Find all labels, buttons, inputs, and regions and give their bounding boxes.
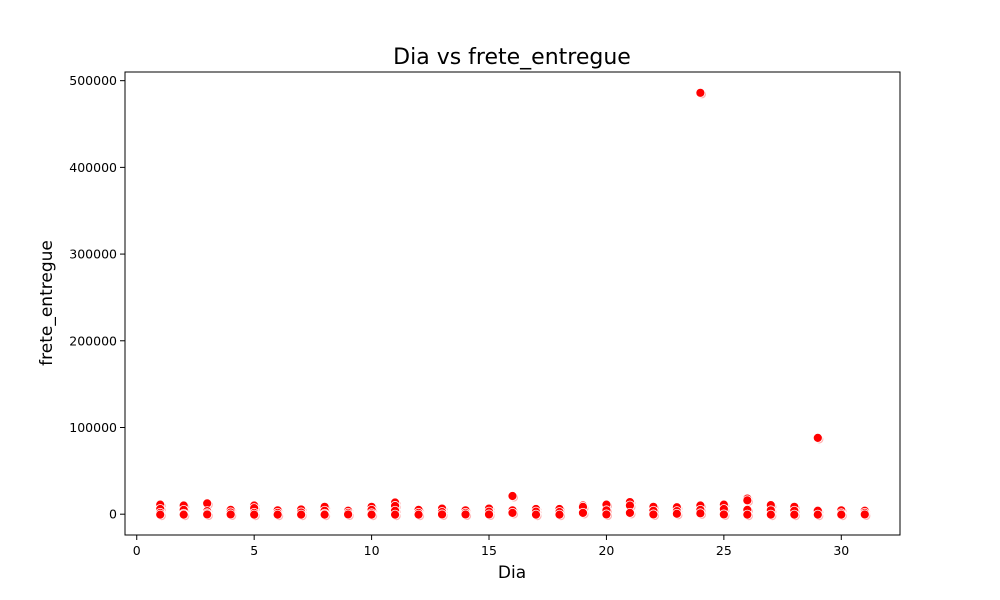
data-point <box>249 509 260 520</box>
data-point <box>648 509 659 520</box>
x-axis-label: Dia <box>498 563 526 583</box>
y-tick-label: 0 <box>109 507 117 522</box>
x-axis: 0 5 10 15 20 25 30 <box>133 535 849 558</box>
y-axis-label: frete_entregue <box>37 240 57 366</box>
data-point <box>625 507 635 518</box>
data-point <box>812 432 823 443</box>
data-point <box>695 87 706 98</box>
data-point <box>460 509 471 520</box>
data-point <box>859 509 870 520</box>
data-point <box>296 509 307 520</box>
data-point <box>437 509 447 520</box>
chart-title: Dia vs frete_entregue <box>393 45 631 70</box>
data-point <box>789 509 800 520</box>
y-axis: 0 100000 200000 300000 400000 500000 <box>69 73 125 522</box>
x-tick-label: 20 <box>598 543 614 558</box>
data-point <box>225 509 236 520</box>
data-point <box>272 509 283 520</box>
plot-area <box>155 87 872 522</box>
x-tick-label: 15 <box>481 543 497 558</box>
data-point <box>836 509 847 520</box>
data-point <box>601 509 612 520</box>
y-tick-label: 100000 <box>69 420 117 435</box>
axes-frame <box>124 71 901 536</box>
x-tick-label: 25 <box>716 543 732 558</box>
x-tick-label: 0 <box>133 543 141 558</box>
data-point <box>531 509 541 520</box>
data-point <box>343 509 354 520</box>
y-tick-label: 400000 <box>69 160 117 175</box>
y-tick-label: 200000 <box>69 333 117 348</box>
data-point <box>742 509 753 520</box>
data-point <box>155 509 166 520</box>
data-point <box>507 507 518 518</box>
data-point <box>718 509 729 520</box>
x-tick-label: 10 <box>364 543 380 558</box>
data-point <box>507 491 518 501</box>
data-point <box>390 509 400 520</box>
data-point <box>554 509 565 520</box>
data-point <box>413 509 424 520</box>
data-point <box>202 509 213 520</box>
y-tick-label: 500000 <box>69 73 117 88</box>
data-point <box>695 508 706 519</box>
data-point <box>319 509 330 520</box>
data-point <box>765 509 776 520</box>
data-point <box>812 509 823 520</box>
data-point <box>578 507 588 518</box>
y-tick-label: 300000 <box>69 247 117 262</box>
data-point <box>178 509 189 520</box>
data-point <box>671 508 682 519</box>
data-point <box>366 509 377 520</box>
data-point <box>742 495 753 506</box>
data-point <box>484 509 494 520</box>
x-tick-label: 5 <box>250 543 258 558</box>
x-tick-label: 30 <box>833 543 849 558</box>
